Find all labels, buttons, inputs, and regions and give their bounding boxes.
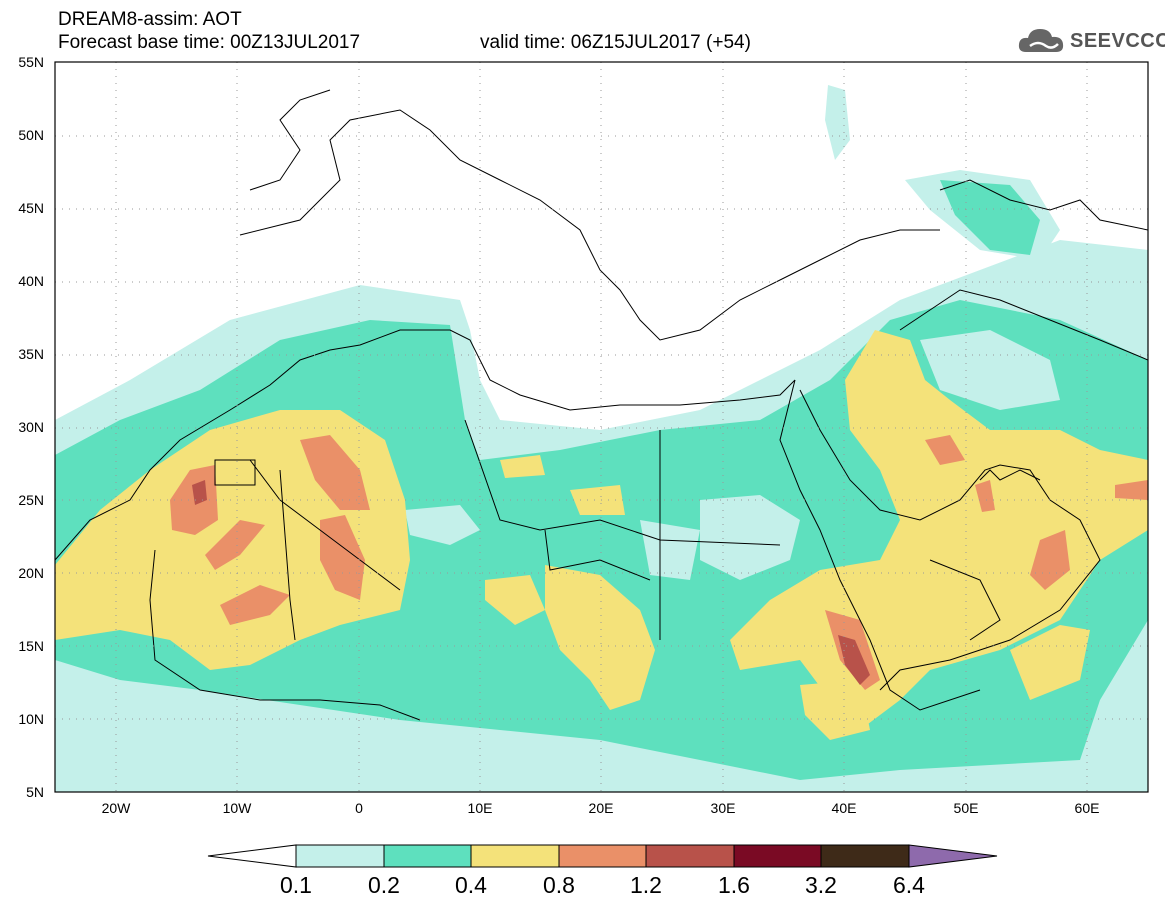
lat-label: 15N (18, 638, 44, 654)
lon-label: 60E (1074, 800, 1100, 816)
colorbar-label: 0.2 (368, 872, 400, 898)
colorbar-swatch-2 (383, 844, 472, 868)
cloud-icon (1018, 29, 1064, 52)
lat-label: 10N (18, 711, 44, 727)
colorbar-swatch-1 (295, 844, 385, 868)
colorbar-under-arrow (207, 844, 297, 868)
lat-label: 50N (18, 127, 44, 143)
lon-label: 20E (588, 800, 614, 816)
gridlines (55, 62, 1148, 792)
lon-label: 0 (355, 800, 363, 816)
coastlines (55, 89, 1148, 721)
lon-label: 50E (953, 800, 979, 816)
lon-label: 30E (710, 800, 736, 816)
valid-time: valid time: 06Z15JUL2017 (+54) (480, 32, 751, 53)
colorbar-swatch-3 (470, 844, 560, 868)
map-title: DREAM8-assim: AOT (58, 9, 242, 30)
colorbar-swatch-5 (645, 844, 735, 868)
colorbar-label: 3.2 (805, 872, 837, 898)
map-frame (54, 61, 1149, 793)
colorbar (207, 844, 998, 868)
colorbar-label: 0.1 (280, 872, 312, 898)
lat-label: 20N (18, 565, 44, 581)
colorbar-swatch-6 (733, 844, 822, 868)
lat-label: 30N (18, 419, 44, 435)
colorbar-label: 6.4 (893, 872, 925, 898)
lon-label: 10E (467, 800, 493, 816)
colorbar-label: 0.4 (455, 872, 487, 898)
forecast-base-time: Forecast base time: 00Z13JUL2017 (58, 32, 361, 53)
lat-label: 25N (18, 492, 44, 508)
lon-label: 20W (101, 800, 131, 816)
lon-label: 10W (222, 800, 252, 816)
seevccc-logo: SEEVCCC (1016, 24, 1165, 58)
lat-label: 35N (18, 346, 44, 362)
colorbar-over-arrow (908, 844, 998, 868)
lat-label: 45N (18, 200, 44, 216)
colorbar-label: 1.2 (630, 872, 662, 898)
lon-label: 40E (831, 800, 857, 816)
lat-label: 40N (18, 273, 44, 289)
colorbar-label: 1.6 (718, 872, 750, 898)
logo-text: SEEVCCC (1070, 30, 1165, 52)
colorbar-label: 0.8 (543, 872, 575, 898)
lat-label: 5N (26, 784, 44, 800)
aot-fields (55, 85, 1148, 792)
lat-label: 55N (18, 54, 44, 70)
colorbar-swatch-7 (820, 844, 910, 868)
colorbar-swatch-4 (558, 844, 647, 868)
